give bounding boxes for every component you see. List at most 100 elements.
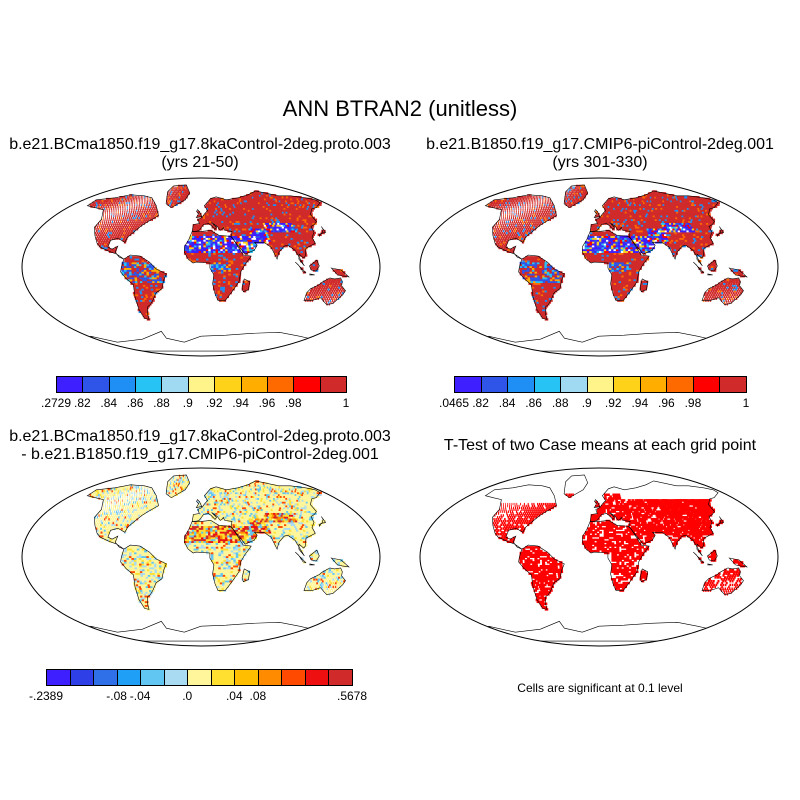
grid-cell [117,216,119,220]
grid-cell [631,227,635,231]
grid-cell [641,261,645,265]
grid-cell [248,246,253,250]
grid-cell [702,227,707,231]
grid-cell [216,205,220,208]
grid-cell [693,239,698,242]
grid-cell [498,237,500,240]
grid-cell [206,207,209,210]
grid-cell [521,269,526,272]
grid-cell [207,231,211,235]
grid-cell [318,291,321,295]
grid-cell [280,235,285,238]
grid-cell [300,239,305,242]
grid-cell [504,248,508,252]
grid-cell [194,233,198,237]
grid-cell [613,271,617,274]
grid-cell [617,239,621,242]
grid-cell [124,212,125,216]
grid-cell [238,218,243,222]
grid-cell [493,237,496,240]
grid-cell [687,231,692,235]
grid-cell [633,226,637,229]
grid-cell [704,237,709,240]
grid-cell [245,258,249,261]
grid-cell [227,288,231,291]
grid-cell [638,263,642,267]
grid-cell [643,231,647,235]
grid-cell [535,289,539,293]
grid-cell [224,211,228,214]
grid-cell [247,209,252,212]
grid-cell [122,196,124,199]
grid-cell [641,244,646,248]
grid-cell [594,235,598,238]
grid-cell [526,226,529,229]
grid-cell [104,237,107,240]
grid-cell [586,252,590,255]
grid-cell [551,271,555,274]
grid-cell [207,235,211,238]
grid-cell [534,276,539,280]
grid-cell [495,237,498,240]
grid-cell [183,184,186,188]
grid-cell [611,282,615,285]
grid-cell [248,222,252,225]
grid-cell [334,284,337,287]
grid-cell [205,252,209,255]
grid-cell [240,256,244,259]
grid-cell [211,209,215,212]
grid-cell [603,231,607,235]
grid-cell [217,222,221,225]
grid-cell [275,241,280,244]
grid-cell [270,239,275,242]
grid-cell [234,250,239,253]
grid-cell [102,207,104,210]
grid-cell [258,218,263,222]
grid-cell [235,273,239,276]
grid-cell [692,235,696,238]
grid-cell [144,280,149,284]
grid-cell [559,274,563,278]
grid-cell [209,207,213,210]
grid-cell [198,231,202,235]
grid-cell [101,226,103,229]
grid-cell [254,227,259,231]
grid-cell [641,259,645,263]
grid-cell [243,231,247,235]
grid-cell [176,201,179,205]
grid-cell [599,258,603,261]
grid-cell [150,284,154,287]
grid-cell [628,254,632,257]
grid-cell [529,263,533,267]
map-case1 [21,177,381,357]
grid-cell [244,286,247,289]
grid-cell [134,220,136,223]
grid-cell [141,273,145,276]
grid-cell [214,216,218,220]
grid-cell [601,259,605,263]
grid-cell [237,220,241,223]
grid-cell [624,295,627,299]
grid-cell [500,224,502,227]
grid-cell [94,231,97,235]
grid-cell [645,241,650,244]
grid-cell [215,278,219,282]
grid-cell [668,229,673,233]
grid-cell [250,227,255,231]
grid-cell [105,214,106,218]
grid-cell [328,289,331,293]
grid-cell [220,267,224,270]
grid-cell [623,282,627,285]
grid-cell [95,199,98,203]
grid-cell [137,197,139,201]
grid-cell [636,274,640,278]
grid-cell [622,242,626,246]
grid-cell [166,201,169,205]
grid-cell [150,212,152,216]
grid-cell [105,201,108,205]
grid-cell [667,226,671,229]
grid-cell [175,199,178,203]
grid-cell [214,197,218,201]
grid-cell [266,229,271,233]
grid-cell [645,231,649,235]
